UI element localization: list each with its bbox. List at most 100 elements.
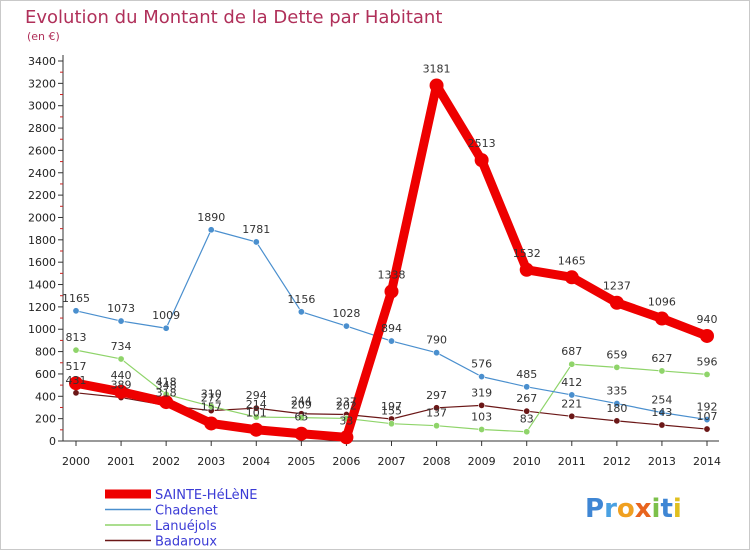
x-tick-label: 2003 xyxy=(197,455,225,468)
data-label: 790 xyxy=(426,334,447,347)
y-tick-label: 1800 xyxy=(28,234,56,247)
data-label: 389 xyxy=(111,379,132,392)
data-label: 1096 xyxy=(648,296,676,309)
data-label: 687 xyxy=(561,345,582,358)
y-tick-label: 2400 xyxy=(28,167,56,180)
data-point xyxy=(72,307,80,315)
data-point xyxy=(609,295,624,310)
data-label: 3181 xyxy=(423,62,451,75)
data-point xyxy=(658,367,666,375)
x-tick-label: 2009 xyxy=(468,455,496,468)
data-point xyxy=(568,360,576,368)
legend-label: Badaroux xyxy=(155,535,217,550)
data-label: 192 xyxy=(697,401,718,414)
data-point xyxy=(69,376,83,391)
data-label: 2513 xyxy=(468,137,496,150)
data-label: 596 xyxy=(697,355,718,368)
data-point xyxy=(519,262,534,277)
data-label: 65 xyxy=(294,411,308,424)
data-label: 214 xyxy=(246,398,267,411)
x-tick-label: 2008 xyxy=(423,455,451,468)
x-tick-label: 2004 xyxy=(242,455,270,468)
data-point xyxy=(339,430,354,445)
data-label: 335 xyxy=(606,385,627,398)
y-tick-label: 1400 xyxy=(28,279,56,292)
data-point xyxy=(387,420,395,428)
data-point xyxy=(654,311,669,326)
series-sainte-h-l-ne xyxy=(69,78,714,445)
data-label: 297 xyxy=(426,389,447,402)
logo-letter: x xyxy=(635,494,652,524)
data-point xyxy=(249,422,264,437)
y-tick-label: 2200 xyxy=(28,189,56,202)
y-tick-label: 200 xyxy=(35,413,56,426)
y-tick-label: 2600 xyxy=(28,144,56,157)
data-point xyxy=(117,317,125,325)
chart-title: Evolution du Montant de la Dette par Hab… xyxy=(25,7,442,28)
logo-letter: i xyxy=(673,494,682,524)
data-point xyxy=(658,409,666,417)
data-point xyxy=(252,404,260,412)
data-label: 107 xyxy=(697,410,718,423)
x-tick-label: 2013 xyxy=(648,455,676,468)
data-label: 440 xyxy=(111,369,132,382)
data-label: 157 xyxy=(201,400,222,413)
data-label: 254 xyxy=(651,394,672,407)
data-label: 155 xyxy=(381,405,402,418)
data-label: 1338 xyxy=(378,268,406,281)
y-tick-label: 600 xyxy=(35,368,56,381)
data-point xyxy=(204,416,219,431)
x-tick-label: 2010 xyxy=(513,455,541,468)
x-tick-label: 2006 xyxy=(332,455,360,468)
data-point xyxy=(613,400,621,408)
x-tick-label: 2005 xyxy=(287,455,315,468)
data-point xyxy=(159,395,174,410)
x-tick-label: 2011 xyxy=(558,455,586,468)
data-label: 197 xyxy=(381,400,402,413)
data-point xyxy=(433,404,441,412)
y-tick-label: 2000 xyxy=(28,211,56,224)
data-point xyxy=(72,346,80,354)
data-label: 485 xyxy=(516,368,537,381)
series-chadenet xyxy=(72,226,711,424)
y-tick-label: 400 xyxy=(35,390,56,403)
y-tick-label: 2800 xyxy=(28,122,56,135)
logo-letter: P xyxy=(585,494,604,524)
data-point xyxy=(117,355,125,363)
data-label: 576 xyxy=(471,358,492,371)
axes: 0 200 400 600 800 1000 1200 1400 1600 1800 2000 220… xyxy=(28,55,721,468)
legend-label: Lanuéjols xyxy=(155,519,217,534)
x-tick-label: 2007 xyxy=(378,455,406,468)
data-point xyxy=(72,389,80,397)
legend-label: Chadenet xyxy=(155,504,218,519)
data-label: 659 xyxy=(606,348,627,361)
y-tick-label: 3000 xyxy=(28,100,56,113)
data-label: 1781 xyxy=(242,223,270,236)
data-point xyxy=(297,414,305,422)
data-label: 627 xyxy=(651,352,672,365)
data-point xyxy=(478,373,486,381)
logo-letter: i xyxy=(652,494,661,524)
data-point xyxy=(523,407,531,415)
data-label: 267 xyxy=(516,392,537,405)
y-tick-label: 0 xyxy=(49,435,56,448)
data-label: 1465 xyxy=(558,254,586,267)
data-label: 202 xyxy=(336,399,357,412)
data-label: 894 xyxy=(381,322,402,335)
data-point xyxy=(474,153,489,168)
data-point xyxy=(252,238,260,246)
data-point xyxy=(162,324,170,332)
data-point xyxy=(342,322,350,330)
data-point xyxy=(703,425,711,433)
data-label: 103 xyxy=(471,410,492,423)
svg-text:Proxiti: Proxiti xyxy=(585,494,682,524)
x-tick-label: 2000 xyxy=(62,455,90,468)
data-label: 209 xyxy=(291,399,312,412)
data-label: 1532 xyxy=(513,247,541,260)
data-label: 940 xyxy=(697,313,718,326)
data-label: 1890 xyxy=(197,211,225,224)
data-point xyxy=(564,270,579,285)
data-point xyxy=(523,428,531,436)
data-point xyxy=(700,328,714,343)
